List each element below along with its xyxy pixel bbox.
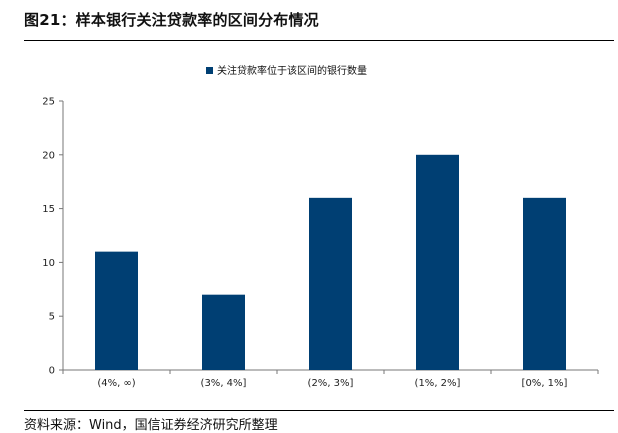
bar	[202, 294, 245, 370]
legend-swatch	[206, 67, 213, 74]
bar	[309, 197, 352, 370]
bar	[523, 197, 566, 370]
y-tick-label: 10	[42, 258, 55, 269]
title-rule	[24, 40, 614, 41]
source-rule	[24, 410, 614, 411]
y-tick-label: 20	[42, 150, 55, 161]
plot-area: 0 5 10 15 20 25 (4%, ∞) (3%, 4%] (2%, 3%] (1%, 2%…	[42, 97, 599, 389]
y-tick-label: 5	[49, 312, 55, 323]
x-tick-label: [0%, 1%]	[522, 378, 568, 389]
source-note: 资料来源：Wind，国信证券经济研究所整理	[24, 418, 278, 433]
legend: 关注贷款率位于该区间的银行数量	[206, 64, 367, 77]
x-tick-label: (4%, ∞)	[97, 378, 135, 389]
bar	[95, 251, 138, 370]
bar	[416, 154, 459, 370]
y-tick-label: 25	[42, 97, 55, 108]
x-tick-label: (3%, 4%]	[201, 378, 247, 389]
x-tick-label: (1%, 2%]	[415, 378, 461, 389]
figure-title: 图21：样本银行关注贷款率的区间分布情况	[24, 11, 319, 29]
y-tick-label: 0	[49, 366, 55, 377]
x-tick-label: (2%, 3%]	[308, 378, 354, 389]
legend-label: 关注贷款率位于该区间的银行数量	[217, 64, 367, 77]
y-tick-label: 15	[42, 204, 55, 215]
